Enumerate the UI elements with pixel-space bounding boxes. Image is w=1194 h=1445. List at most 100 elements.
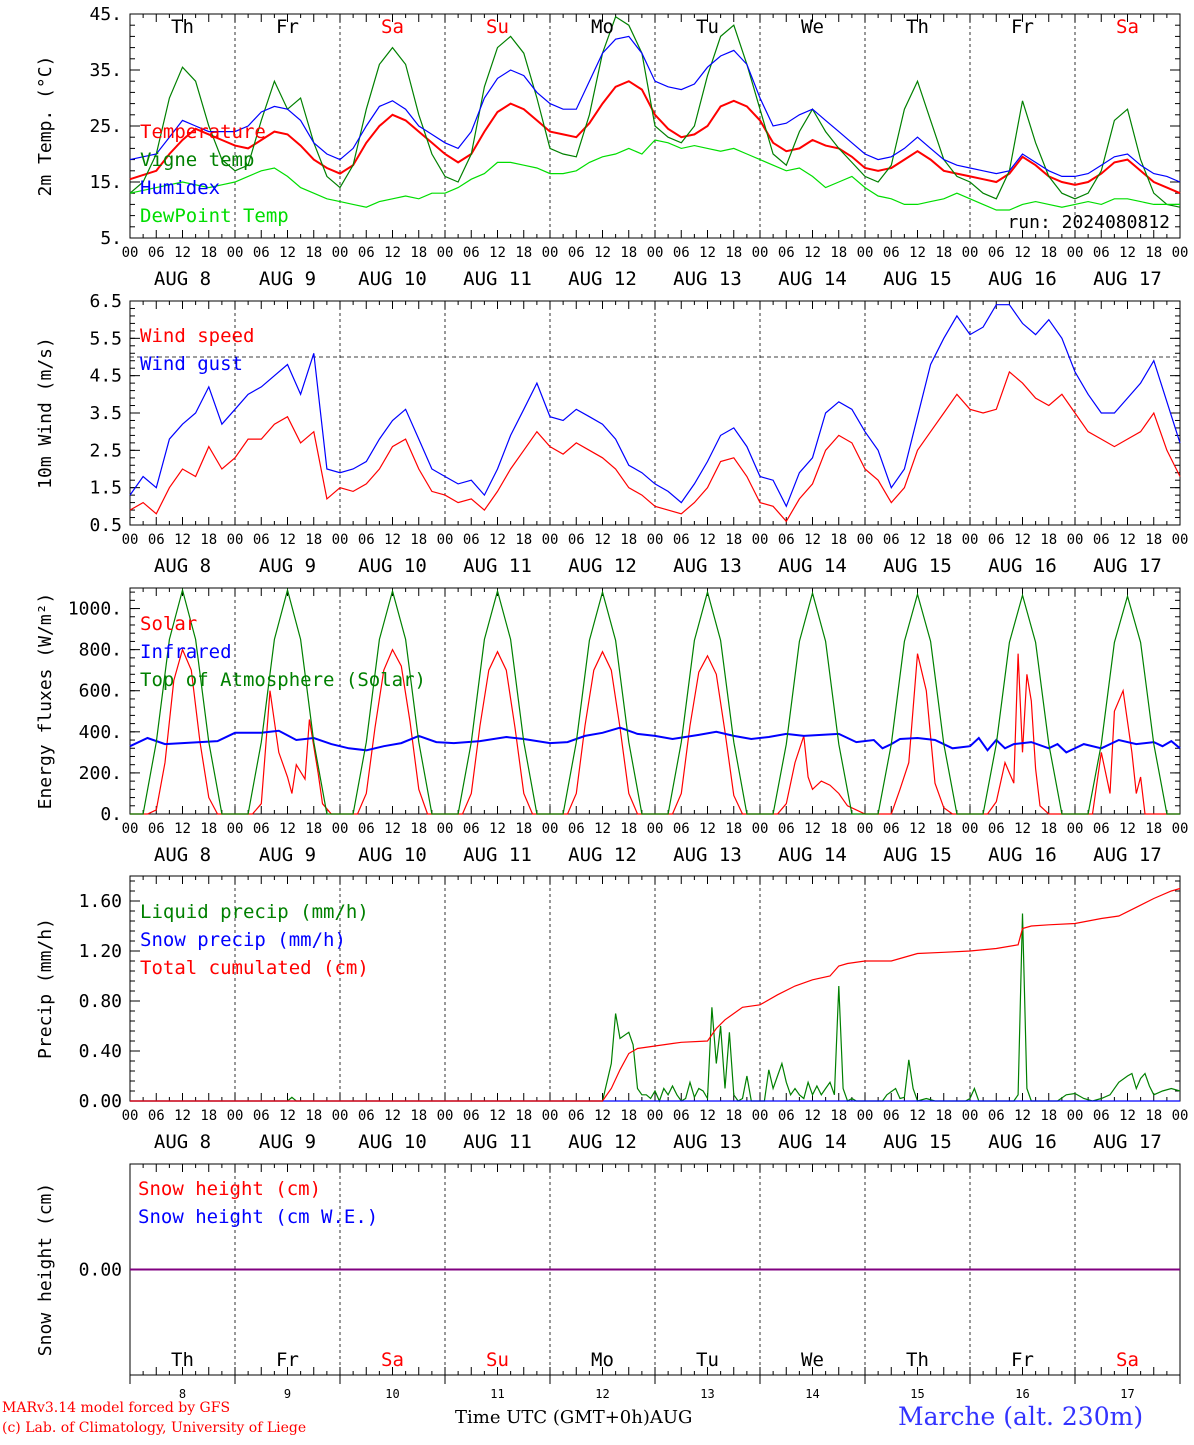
y-tick-label: 0.00 [79, 1260, 122, 1281]
hour-label: 00 [1067, 821, 1084, 837]
hour-label: 00 [122, 532, 139, 548]
hour-label: 12 [594, 1108, 611, 1124]
day-name-bottom: Fr [1011, 1349, 1034, 1371]
hour-label: 18 [515, 532, 532, 548]
hour-label: 12 [804, 245, 821, 261]
hour-label: 12 [1119, 245, 1136, 261]
hour-label: 00 [647, 1108, 664, 1124]
hour-label: 00 [437, 1108, 454, 1124]
date-label: AUG 15 [883, 555, 952, 577]
hour-label: 00 [1067, 532, 1084, 548]
hour-label: 00 [752, 245, 769, 261]
hour-label: 12 [699, 532, 716, 548]
legend-entry: Snow precip (mm/h) [140, 929, 346, 951]
hour-label: 00 [962, 532, 979, 548]
hour-label: 12 [384, 245, 401, 261]
hour-label: 00 [542, 245, 559, 261]
date-label: AUG 17 [1093, 555, 1162, 577]
y-tick-label: 0.5 [89, 515, 122, 536]
hour-label: 06 [358, 245, 375, 261]
hour-label: 12 [174, 245, 191, 261]
y-tick-label: 1000. [68, 599, 122, 620]
y-axis-label: Energy fluxes (W/m²) [35, 593, 56, 810]
hour-label: 18 [200, 532, 217, 548]
hour-label: 00 [332, 245, 349, 261]
hour-label: 18 [305, 1108, 322, 1124]
day-name-bottom: Th [906, 1349, 929, 1371]
hour-label: 00 [227, 821, 244, 837]
hour-label: 12 [594, 532, 611, 548]
hour-label: 06 [673, 1108, 690, 1124]
hour-label: 00 [542, 821, 559, 837]
hour-label: 06 [358, 1108, 375, 1124]
hour-label: 06 [1093, 821, 1110, 837]
day-name-bottom: We [801, 1349, 824, 1371]
hour-label: 06 [988, 532, 1005, 548]
legend-entry: Temperature [140, 121, 266, 143]
day-name: Th [171, 16, 194, 38]
day-number: 16 [1015, 1387, 1029, 1401]
hour-label: 06 [778, 821, 795, 837]
hour-label: 12 [279, 245, 296, 261]
y-tick-label: 35. [89, 60, 122, 81]
hour-label: 12 [804, 821, 821, 837]
y-axis-label: Precip (mm/h) [35, 918, 56, 1059]
date-label: AUG 8 [154, 555, 211, 577]
hour-label: 18 [830, 821, 847, 837]
hour-label: 12 [174, 1108, 191, 1124]
hour-label: 06 [883, 532, 900, 548]
day-name-bottom: Su [486, 1349, 509, 1371]
hour-label: 00 [1067, 1108, 1084, 1124]
hour-label: 00 [962, 245, 979, 261]
day-name: Tu [696, 16, 719, 38]
x-axis-month: AUG [649, 1407, 693, 1428]
y-tick-label: 5. [100, 228, 122, 249]
date-label: AUG 14 [778, 555, 847, 577]
date-label: AUG 10 [358, 268, 427, 290]
hour-label: 00 [332, 532, 349, 548]
day-name-bottom: Mo [591, 1349, 614, 1371]
date-label: AUG 16 [988, 1131, 1057, 1153]
hour-label: 06 [1093, 532, 1110, 548]
hour-label: 18 [725, 245, 742, 261]
day-name: Su [486, 16, 509, 38]
hour-label: 12 [1014, 821, 1031, 837]
date-label: AUG 12 [568, 268, 637, 290]
hour-label: 18 [935, 821, 952, 837]
day-number: 12 [595, 1387, 609, 1401]
hour-label: 18 [725, 1108, 742, 1124]
date-label: AUG 10 [358, 844, 427, 866]
day-name: Th [906, 16, 929, 38]
date-label: AUG 15 [883, 1131, 952, 1153]
x-axis-title: Time UTC (GMT+0h)AUG [455, 1407, 692, 1428]
y-tick-label: 1.5 [89, 478, 122, 499]
day-name: Fr [1011, 16, 1034, 38]
hour-label: 00 [1172, 1108, 1189, 1124]
hour-label: 06 [253, 821, 270, 837]
hour-label: 06 [778, 1108, 795, 1124]
hour-label: 00 [1172, 821, 1189, 837]
date-label: AUG 16 [988, 268, 1057, 290]
series-line-top-of-atmosphere-solar- [130, 587, 1180, 815]
date-label: AUG 8 [154, 844, 211, 866]
hour-label: 18 [410, 245, 427, 261]
panel-1: 5. 15. 25. 35. 45. 2m Temp. (°C) Temperature Vi… [35, 4, 1188, 290]
hour-label: 12 [174, 532, 191, 548]
hour-label: 00 [437, 245, 454, 261]
hour-label: 12 [384, 1108, 401, 1124]
hour-label: 12 [909, 532, 926, 548]
series-line-infrared [129, 726, 1181, 754]
hour-label: 06 [148, 532, 165, 548]
hour-label: 06 [568, 245, 585, 261]
hour-label: 12 [699, 821, 716, 837]
run-label: run: 2024080812 [1007, 212, 1170, 233]
hour-label: 12 [699, 1108, 716, 1124]
hour-label: 18 [200, 821, 217, 837]
legend-entry: Snow height (cm W.E.) [138, 1206, 378, 1228]
hour-label: 18 [830, 532, 847, 548]
hour-label: 06 [568, 1108, 585, 1124]
day-number: 17 [1120, 1387, 1134, 1401]
date-label: AUG 15 [883, 268, 952, 290]
date-label: AUG 12 [568, 1131, 637, 1153]
